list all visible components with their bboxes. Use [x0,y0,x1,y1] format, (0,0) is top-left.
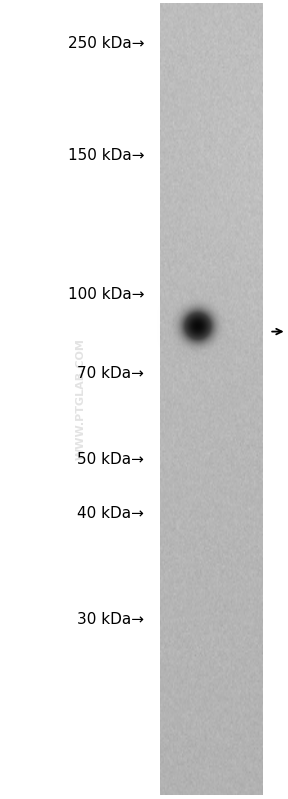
Text: 100 kDa→: 100 kDa→ [67,287,144,301]
Text: 70 kDa→: 70 kDa→ [77,367,144,381]
Text: 50 kDa→: 50 kDa→ [77,452,144,467]
Text: 150 kDa→: 150 kDa→ [67,149,144,163]
Text: 250 kDa→: 250 kDa→ [67,37,144,51]
Text: WWW.PTGLAB.COM: WWW.PTGLAB.COM [76,339,86,460]
Text: 30 kDa→: 30 kDa→ [77,612,144,626]
Text: 40 kDa→: 40 kDa→ [77,507,144,521]
